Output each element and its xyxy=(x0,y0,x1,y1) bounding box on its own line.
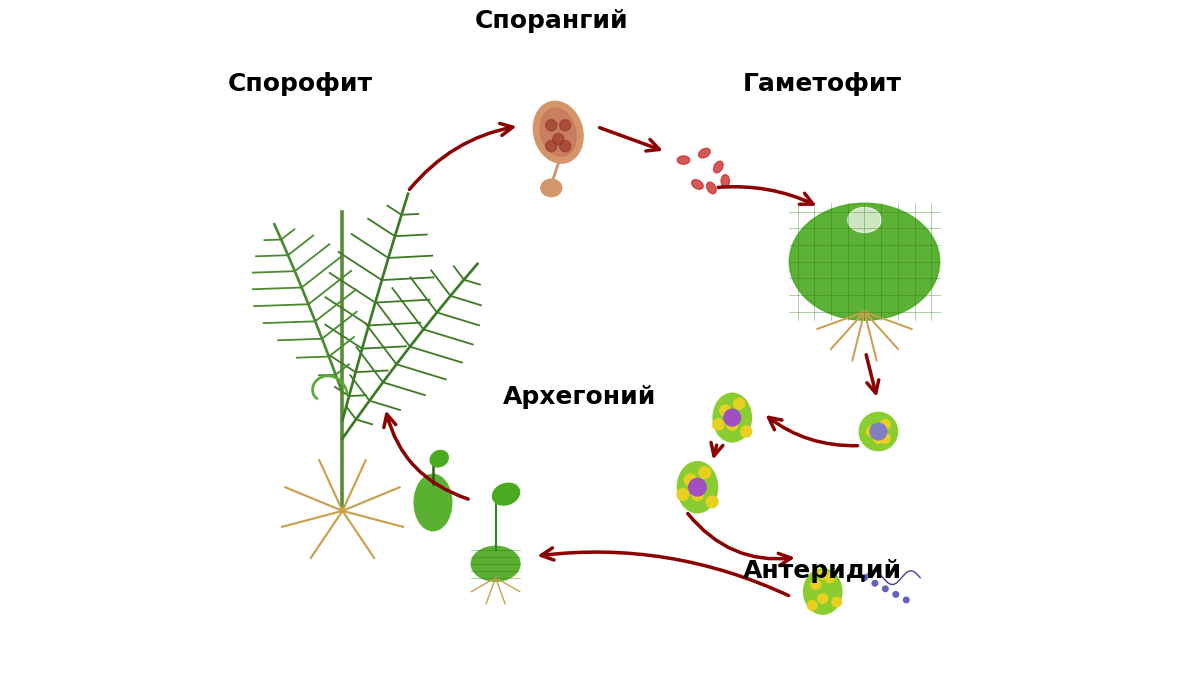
Circle shape xyxy=(870,423,887,440)
Circle shape xyxy=(677,489,689,500)
Circle shape xyxy=(811,580,821,590)
Circle shape xyxy=(724,409,740,426)
Circle shape xyxy=(733,398,745,409)
Circle shape xyxy=(559,120,571,131)
Ellipse shape xyxy=(472,546,520,581)
Ellipse shape xyxy=(698,148,710,158)
Circle shape xyxy=(546,120,557,131)
Ellipse shape xyxy=(540,109,576,156)
Ellipse shape xyxy=(533,102,583,163)
Circle shape xyxy=(862,575,868,580)
Ellipse shape xyxy=(430,450,449,467)
Text: Спорангий: Спорангий xyxy=(474,9,628,33)
Circle shape xyxy=(559,141,571,152)
Circle shape xyxy=(893,592,899,597)
Circle shape xyxy=(684,474,696,486)
Text: Архегоний: Архегоний xyxy=(503,385,656,409)
Circle shape xyxy=(808,601,817,610)
Ellipse shape xyxy=(721,175,730,187)
Circle shape xyxy=(707,496,718,507)
Ellipse shape xyxy=(691,180,703,189)
Circle shape xyxy=(866,427,876,436)
Circle shape xyxy=(553,134,564,145)
Ellipse shape xyxy=(414,475,451,530)
Circle shape xyxy=(904,597,910,603)
Ellipse shape xyxy=(804,569,842,615)
Circle shape xyxy=(832,597,841,607)
Circle shape xyxy=(689,478,707,496)
Ellipse shape xyxy=(847,207,881,232)
Ellipse shape xyxy=(677,156,690,164)
Circle shape xyxy=(874,434,883,443)
Circle shape xyxy=(691,489,703,500)
Circle shape xyxy=(546,141,557,152)
Ellipse shape xyxy=(492,483,520,505)
Circle shape xyxy=(881,420,890,429)
Ellipse shape xyxy=(859,412,898,451)
Text: Гаметофит: Гаметофит xyxy=(743,72,902,95)
Ellipse shape xyxy=(677,461,718,513)
Circle shape xyxy=(818,594,828,603)
Ellipse shape xyxy=(541,180,562,196)
Circle shape xyxy=(824,573,834,583)
Circle shape xyxy=(720,405,731,416)
Circle shape xyxy=(727,419,738,430)
Circle shape xyxy=(698,467,710,478)
Circle shape xyxy=(818,569,828,579)
Circle shape xyxy=(872,580,877,586)
Circle shape xyxy=(713,419,724,430)
Circle shape xyxy=(740,426,751,437)
Ellipse shape xyxy=(707,182,716,193)
Ellipse shape xyxy=(714,161,724,173)
Ellipse shape xyxy=(713,393,751,442)
Text: Антеридий: Антеридий xyxy=(743,559,902,583)
Text: Спорофит: Спорофит xyxy=(228,72,373,95)
Ellipse shape xyxy=(790,203,940,320)
Circle shape xyxy=(881,434,890,443)
Circle shape xyxy=(882,586,888,592)
